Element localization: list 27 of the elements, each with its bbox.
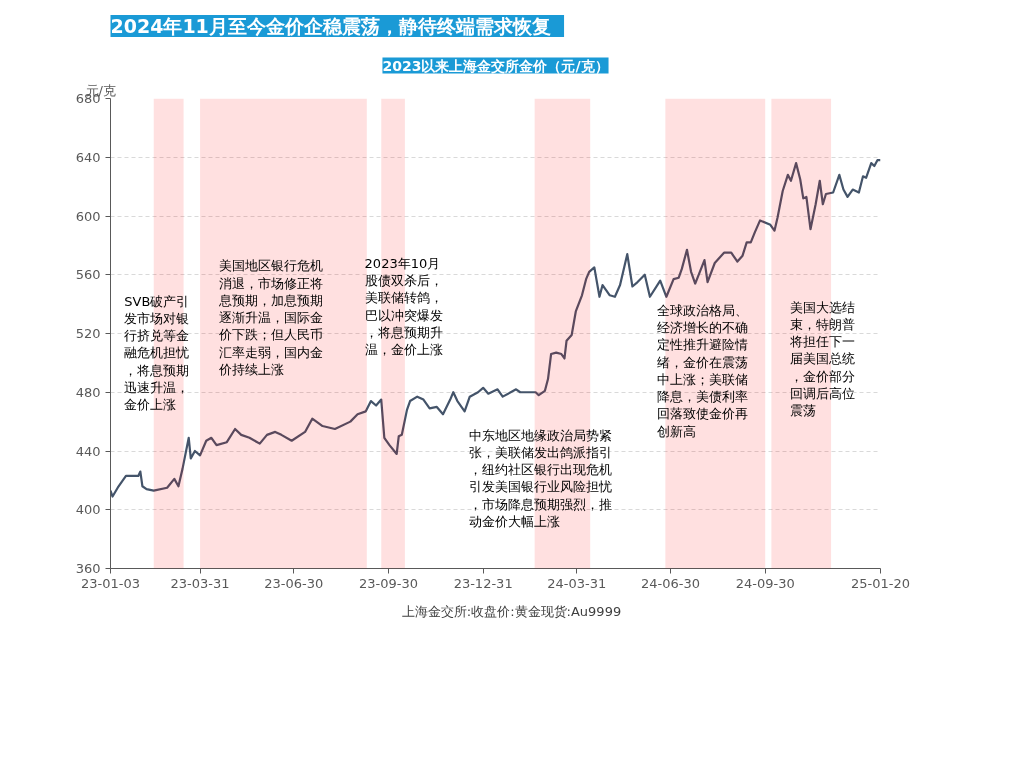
- x-tick-label: 25-01-20: [851, 575, 911, 591]
- y-tick-label: 360: [75, 561, 101, 576]
- y-tick-label: 640: [75, 149, 101, 165]
- x-tick-label: 23-01-03: [81, 575, 141, 591]
- x-tick-label: 23-06-30: [264, 575, 324, 591]
- x-tick-label: 24-09-30: [735, 575, 795, 591]
- annotation: 美国地区银行危机消退，市场修正将息预期，加息预期逐渐升温，国际金价下跌；但人民币汇率走弱，国内金价持续上涨: [218, 258, 324, 377]
- x-tick-label: 24-06-30: [641, 575, 701, 591]
- annotation: 中东地区地缘政治局势紧张，美联储发出鸽派指引，纽约社区银行出现危机引发美国银行业风险担忧，市场降息预期强烈，推动金价大幅上涨: [469, 427, 613, 529]
- chart-subtitle: 2023以来上海金交所金价（元/克）: [382, 57, 609, 74]
- annotation: 2023年10月股债双杀后，美联储转鸽，巴以冲突爆发，将息预期升温，金价上涨: [364, 255, 443, 358]
- y-tick-label: 520: [75, 326, 101, 341]
- x-tick-label: 23-09-30: [358, 575, 418, 591]
- y-tick-label: 560: [75, 267, 101, 283]
- y-tick-label: 600: [75, 208, 101, 224]
- chart-title: 2024年11月至今金价企稳震荡，静待终端需求恢复: [110, 15, 551, 37]
- y-tick-label: 480: [75, 384, 101, 400]
- annotation: 美国大选结束，特朗普将担任下一届美国总统，金价部分回调后高位震荡: [789, 299, 856, 419]
- x-tick-label: 23-12-31: [453, 575, 513, 591]
- x-tick-label: 24-03-31: [547, 575, 607, 591]
- y-tick-label: 400: [75, 502, 101, 518]
- annotation: 全球政治格局、经济增长的不确定性推升避险情绪，金价在震荡中上涨；美联储降息，美债利率回落致使金价再创新高: [657, 302, 749, 439]
- y-tick-label: 440: [75, 443, 101, 459]
- annotation: SVB破产引发市场对银行挤兑等金融危机担忧，将息预期迅速升温，金价上涨: [124, 293, 190, 413]
- line-series: [110, 159, 881, 498]
- text: 上海金交所:收盘价:黄金现货:Au9999: [401, 603, 622, 621]
- x-tick-label: 23-03-31: [170, 575, 230, 591]
